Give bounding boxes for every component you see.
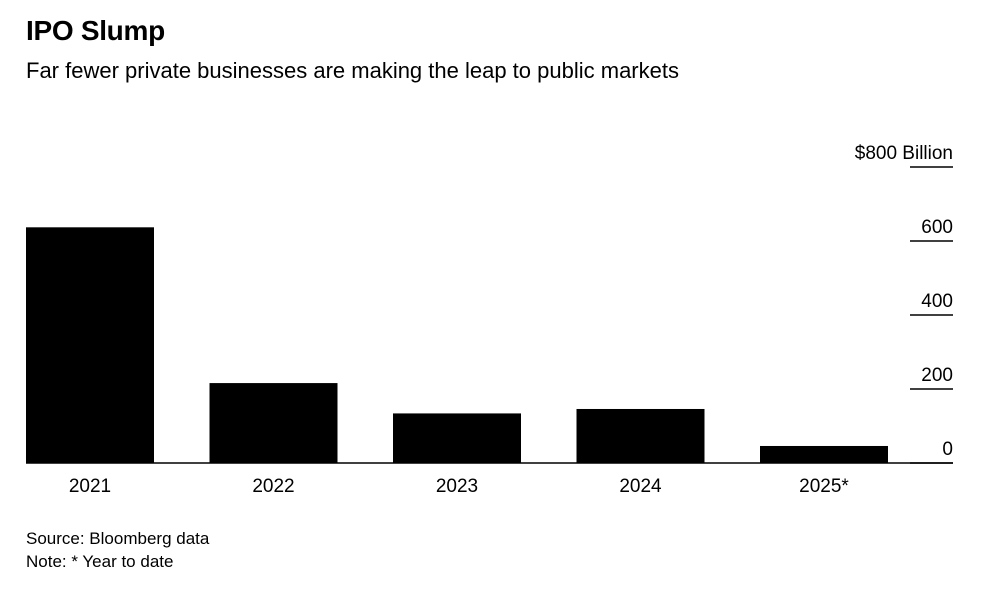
x-tick-label: 2024 <box>619 476 662 497</box>
y-axis: 0 200 400 600 $800 Billion <box>855 143 953 464</box>
footnote: Note: * Year to date <box>26 552 174 571</box>
y-tick-label: 400 <box>921 291 953 312</box>
x-tick-label: 2022 <box>252 476 294 497</box>
y-tick-label: $800 Billion <box>855 143 953 164</box>
x-axis-labels: 2021 2022 2023 2024 2025* <box>69 476 850 497</box>
x-tick-label: 2021 <box>69 476 111 497</box>
bars <box>26 227 888 463</box>
chart-subtitle: Far fewer private businesses are making … <box>26 58 679 83</box>
y-tick-label: 0 <box>942 439 953 460</box>
bar-2021 <box>26 227 154 463</box>
bar-2023 <box>393 413 521 463</box>
y-tick-label: 600 <box>921 217 953 238</box>
x-tick-label: 2023 <box>436 476 478 497</box>
chart-title: IPO Slump <box>26 15 165 46</box>
source-note: Source: Bloomberg data <box>26 529 210 548</box>
bar-2022 <box>209 383 338 463</box>
bar-2024 <box>576 408 705 463</box>
x-tick-label: 2025* <box>799 476 849 497</box>
y-tick-label: 200 <box>921 365 953 386</box>
bar-2025 <box>760 445 888 463</box>
